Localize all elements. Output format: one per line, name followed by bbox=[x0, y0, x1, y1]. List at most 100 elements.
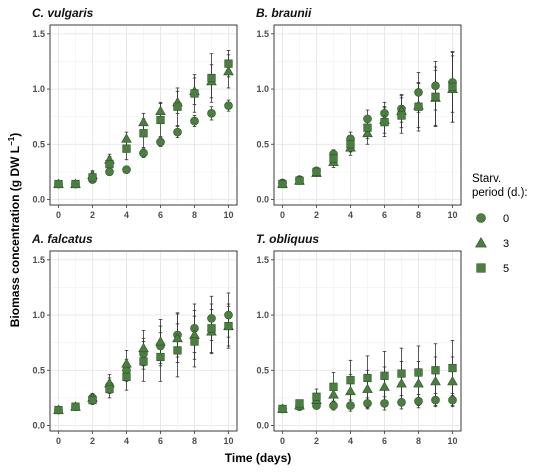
point-circle bbox=[397, 397, 406, 407]
point-triangle bbox=[223, 65, 234, 76]
point-square bbox=[329, 154, 338, 163]
point-square bbox=[346, 376, 355, 385]
y-tick-label: 0.0 bbox=[256, 194, 269, 204]
point-circle bbox=[105, 167, 114, 177]
point-square bbox=[207, 73, 216, 83]
y-tick-label: 1.5 bbox=[32, 29, 45, 39]
y-tick-label: 1.0 bbox=[256, 310, 269, 320]
point-square bbox=[329, 382, 338, 391]
point-circle bbox=[380, 399, 389, 408]
y-tick-label: 0.5 bbox=[256, 365, 269, 375]
point-triangle bbox=[413, 378, 424, 388]
point-square bbox=[397, 369, 406, 378]
point-square bbox=[122, 144, 131, 153]
point-circle bbox=[122, 165, 131, 174]
point-square bbox=[71, 179, 80, 189]
point-square bbox=[448, 82, 457, 91]
point-circle bbox=[431, 81, 440, 91]
y-tick-label: 0.5 bbox=[256, 139, 269, 149]
panel-title: A. falcatus bbox=[31, 232, 93, 246]
x-tick-label: 6 bbox=[158, 436, 163, 446]
legend-title-line2: period (d.): bbox=[472, 187, 528, 199]
y-tick-label: 0.5 bbox=[32, 365, 45, 375]
point-triangle bbox=[172, 332, 183, 343]
x-tick-label: 6 bbox=[382, 210, 387, 220]
point-square bbox=[278, 179, 287, 189]
legend: Starv. period (d.): 0 3 5 bbox=[472, 173, 528, 275]
legend-label: 5 bbox=[503, 263, 509, 275]
panel-2: B. braunii 0 2 4 6 8 10 0.0 0.5 1.0 1.5 bbox=[256, 6, 462, 220]
x-tick-label: 2 bbox=[90, 210, 95, 220]
point-circle bbox=[190, 116, 199, 126]
y-tick-label: 1.5 bbox=[32, 255, 45, 265]
legend-marker-square bbox=[476, 263, 486, 273]
point-square bbox=[139, 129, 148, 138]
point-square bbox=[190, 337, 199, 346]
point-square bbox=[295, 399, 304, 408]
x-tick-label: 8 bbox=[192, 436, 197, 446]
series-5-points bbox=[54, 321, 233, 415]
x-tick-label: 10 bbox=[447, 210, 457, 220]
point-square bbox=[139, 357, 148, 366]
point-circle bbox=[139, 148, 148, 158]
point-square bbox=[173, 102, 182, 111]
point-triangle bbox=[430, 375, 441, 386]
point-triangle bbox=[362, 127, 373, 138]
point-square bbox=[105, 160, 114, 169]
panel-3: A. falcatus 0 2 4 6 8 10 0.0 0.5 1.0 1.5 bbox=[31, 232, 238, 446]
point-circle bbox=[414, 88, 423, 97]
plot-border bbox=[49, 250, 238, 432]
y-tick-label: 0.5 bbox=[32, 139, 45, 149]
point-square bbox=[448, 363, 457, 373]
point-circle bbox=[207, 109, 216, 118]
y-tick-label: 0.0 bbox=[32, 420, 45, 430]
series-5-points bbox=[278, 82, 457, 189]
point-square bbox=[397, 111, 406, 120]
x-tick-label: 8 bbox=[192, 210, 197, 220]
x-tick-label: 10 bbox=[223, 436, 233, 446]
point-square bbox=[363, 373, 372, 383]
legend-label: 0 bbox=[503, 213, 509, 225]
y-tick-label: 1.5 bbox=[256, 255, 269, 265]
point-square bbox=[88, 395, 97, 405]
point-circle bbox=[224, 101, 233, 110]
y-axis-label-main: Biomass concentration (g DW L bbox=[8, 146, 22, 327]
point-square bbox=[156, 352, 165, 362]
point-triangle bbox=[155, 105, 166, 116]
panel-title: B. braunii bbox=[256, 6, 312, 20]
point-square bbox=[207, 324, 216, 333]
legend-marker-circle bbox=[476, 213, 486, 223]
y-tick-label: 1.0 bbox=[32, 310, 45, 320]
x-tick-label: 2 bbox=[314, 210, 319, 220]
panel-title: C. vulgaris bbox=[32, 6, 94, 20]
y-axis-label-close: ) bbox=[8, 133, 22, 137]
x-tick-label: 2 bbox=[314, 436, 319, 446]
point-square bbox=[380, 371, 389, 380]
point-square bbox=[431, 366, 440, 375]
point-square bbox=[122, 372, 131, 381]
x-tick-label: 2 bbox=[90, 436, 95, 446]
y-axis-label: Biomass concentration (g DW L−1) bbox=[7, 133, 22, 327]
point-square bbox=[224, 321, 233, 331]
x-tick-label: 4 bbox=[124, 436, 129, 446]
legend-entries: 0 3 5 bbox=[475, 213, 509, 275]
point-triangle bbox=[396, 378, 407, 388]
x-tick-label: 4 bbox=[348, 436, 353, 446]
point-square bbox=[278, 404, 287, 414]
panel-title: T. obliquus bbox=[256, 232, 319, 246]
point-square bbox=[346, 140, 355, 149]
x-tick-label: 0 bbox=[56, 210, 61, 220]
point-square bbox=[363, 123, 372, 132]
point-triangle bbox=[345, 385, 356, 396]
point-circle bbox=[363, 399, 372, 408]
x-tick-label: 10 bbox=[223, 210, 233, 220]
point-circle bbox=[173, 127, 182, 137]
point-circle bbox=[414, 396, 423, 406]
x-tick-label: 4 bbox=[348, 210, 353, 220]
point-square bbox=[312, 167, 321, 176]
plot-border bbox=[49, 24, 238, 206]
plot-border bbox=[273, 24, 462, 206]
x-tick-label: 8 bbox=[416, 210, 421, 220]
point-square bbox=[71, 402, 80, 411]
